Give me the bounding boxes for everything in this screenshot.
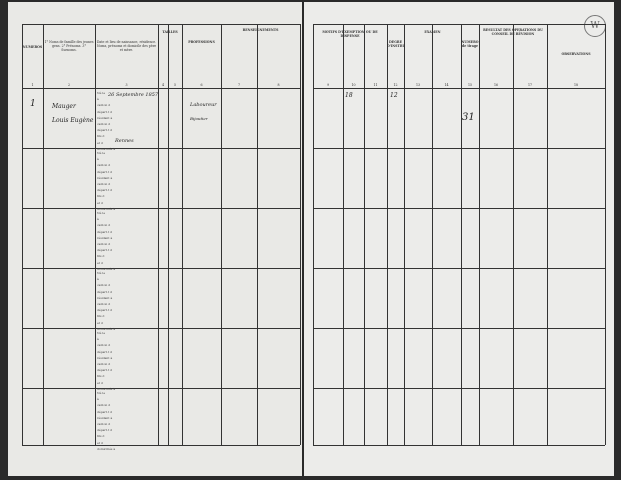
header-birth: Date et lieu de naissance, résidence. No… bbox=[96, 40, 157, 52]
row-birth-labels: Né le à canton d départ.t d résidant à canton… bbox=[97, 391, 116, 451]
column-divider bbox=[313, 24, 314, 445]
row-birth-labels: Né le à canton d départ.t d résidant à canton… bbox=[97, 211, 116, 271]
entry-extra: Bijoutier bbox=[190, 116, 208, 121]
column-number: 11 bbox=[373, 83, 378, 87]
column-number: 17 bbox=[527, 83, 533, 87]
entry-instruction: 12 bbox=[390, 92, 398, 99]
column-number: 9 bbox=[326, 83, 330, 87]
row-divider bbox=[313, 328, 605, 329]
table-border bbox=[313, 24, 605, 25]
column-divider bbox=[168, 24, 169, 445]
column-divider bbox=[547, 24, 548, 445]
row-divider bbox=[313, 208, 605, 209]
column-number: 6 bbox=[200, 83, 203, 87]
row-birth-labels: Né le à canton d départ.t d résidant à canton… bbox=[97, 91, 116, 151]
row-birth-labels: Né le à canton d départ.t d résidant à canton… bbox=[97, 331, 116, 391]
column-divider bbox=[479, 24, 480, 445]
left-page bbox=[8, 2, 302, 476]
header-observations: OBSERVATIONS bbox=[561, 52, 591, 56]
column-number: 1 bbox=[31, 83, 34, 87]
row-divider bbox=[22, 388, 300, 389]
header-examen: EXAMEN bbox=[424, 30, 441, 34]
column-number: 15 bbox=[467, 83, 473, 87]
column-divider bbox=[343, 24, 344, 445]
row-divider bbox=[22, 208, 300, 209]
column-number: 13 bbox=[415, 83, 421, 87]
header-professions: PROFESSIONS bbox=[188, 40, 215, 44]
entry-mark: 18 bbox=[345, 92, 353, 99]
column-number: 10 bbox=[351, 83, 356, 87]
entry-surname: Mauger bbox=[52, 103, 76, 110]
column-divider bbox=[158, 24, 159, 445]
column-number: 18 bbox=[573, 83, 579, 87]
row-divider bbox=[313, 388, 605, 389]
column-divider bbox=[605, 24, 606, 445]
row-divider bbox=[22, 328, 300, 329]
column-divider bbox=[513, 24, 514, 445]
column-number: 5 bbox=[173, 83, 177, 87]
column-divider bbox=[95, 24, 96, 445]
archive-stamp: W bbox=[584, 15, 606, 37]
row-birth-labels: Né le à canton d départ.t d résidant à canton… bbox=[97, 271, 116, 331]
row-birth-labels: Né le à canton d départ.t d résidant à canton… bbox=[97, 151, 116, 211]
column-divider bbox=[461, 24, 462, 445]
row-divider bbox=[22, 88, 300, 89]
row-divider bbox=[22, 268, 300, 269]
entry-profession: Laboureur bbox=[190, 102, 217, 108]
column-number: 12 bbox=[393, 83, 398, 87]
header-tailles: TAILLES bbox=[162, 30, 178, 34]
column-divider bbox=[387, 24, 388, 445]
header-numeros: NUMÉROS bbox=[22, 45, 43, 49]
column-number: 4 bbox=[161, 83, 165, 87]
entry-tirage: 31 bbox=[462, 112, 475, 123]
column-divider bbox=[300, 24, 301, 445]
header-renseignements: RENSEIGNEMENTS bbox=[242, 28, 279, 32]
column-number: 8 bbox=[277, 83, 280, 87]
column-divider bbox=[404, 24, 405, 445]
entry-number: 1 bbox=[30, 99, 36, 109]
row-divider bbox=[313, 268, 605, 269]
header-tirage: NUMÉRO de tirage bbox=[461, 40, 479, 48]
entry-birth-date: 26 Septembre 1857 bbox=[108, 92, 159, 98]
table-border bbox=[313, 445, 605, 446]
column-divider bbox=[22, 24, 23, 445]
table-border bbox=[22, 24, 300, 25]
row-divider bbox=[313, 88, 605, 89]
header-names: 1° Noms de famille des jeunes gens. 2° P… bbox=[44, 40, 94, 52]
column-number: 16 bbox=[493, 83, 499, 87]
column-number: 3 bbox=[125, 83, 128, 87]
column-divider bbox=[43, 24, 44, 445]
entry-domicile: Rennes bbox=[115, 138, 134, 144]
header-instruction: DEGRÉ D'INSTRUCTION bbox=[387, 40, 404, 48]
column-divider bbox=[182, 24, 183, 445]
column-number: 7 bbox=[237, 83, 241, 87]
entry-given-names: Louis Eugène bbox=[52, 117, 94, 124]
row-divider bbox=[22, 148, 300, 149]
header-resultat: RÉSULTAT DES OPÉRATIONS DU CONSEIL DE RÉ… bbox=[483, 28, 543, 36]
right-page bbox=[304, 2, 614, 476]
header-motifs: MOTIFS D'EXEMPTION OU DE DISPENSE bbox=[322, 30, 378, 38]
row-divider bbox=[313, 148, 605, 149]
column-number: 2 bbox=[67, 83, 71, 87]
column-divider bbox=[432, 24, 433, 445]
column-divider bbox=[364, 24, 365, 445]
column-divider bbox=[221, 24, 222, 445]
column-divider bbox=[257, 24, 258, 445]
table-border bbox=[22, 445, 300, 446]
column-number: 14 bbox=[444, 83, 449, 87]
